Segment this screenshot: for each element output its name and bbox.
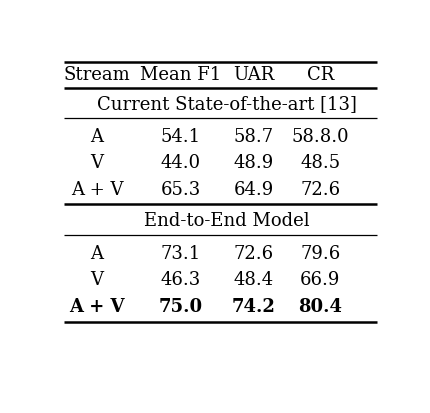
Text: 80.4: 80.4 (298, 297, 342, 315)
Text: 44.0: 44.0 (160, 154, 200, 172)
Text: UAR: UAR (233, 66, 274, 84)
Text: Stream: Stream (64, 66, 130, 84)
Text: A + V: A + V (71, 180, 123, 198)
Text: 73.1: 73.1 (160, 244, 200, 262)
Text: V: V (91, 271, 104, 288)
Text: 72.6: 72.6 (300, 180, 341, 198)
Text: 66.9: 66.9 (300, 271, 341, 288)
Text: 64.9: 64.9 (233, 180, 274, 198)
Text: Mean F1: Mean F1 (140, 66, 221, 84)
Text: A: A (91, 127, 104, 145)
Text: 48.4: 48.4 (233, 271, 274, 288)
Text: 58.7: 58.7 (233, 127, 274, 145)
Text: 48.9: 48.9 (233, 154, 274, 172)
Text: A: A (91, 244, 104, 262)
Text: End-to-End Model: End-to-End Model (144, 212, 310, 230)
Text: 75.0: 75.0 (158, 297, 203, 315)
Text: 65.3: 65.3 (160, 180, 200, 198)
Text: Current State-of-the-art [13]: Current State-of-the-art [13] (97, 95, 357, 113)
Text: V: V (91, 154, 104, 172)
Text: 46.3: 46.3 (160, 271, 200, 288)
Text: 79.6: 79.6 (300, 244, 341, 262)
Text: 58.8.0: 58.8.0 (292, 127, 349, 145)
Text: 54.1: 54.1 (160, 127, 200, 145)
Text: CR: CR (307, 66, 334, 84)
Text: 72.6: 72.6 (233, 244, 274, 262)
Text: 74.2: 74.2 (232, 297, 276, 315)
Text: A + V: A + V (69, 297, 125, 315)
Text: 48.5: 48.5 (300, 154, 341, 172)
